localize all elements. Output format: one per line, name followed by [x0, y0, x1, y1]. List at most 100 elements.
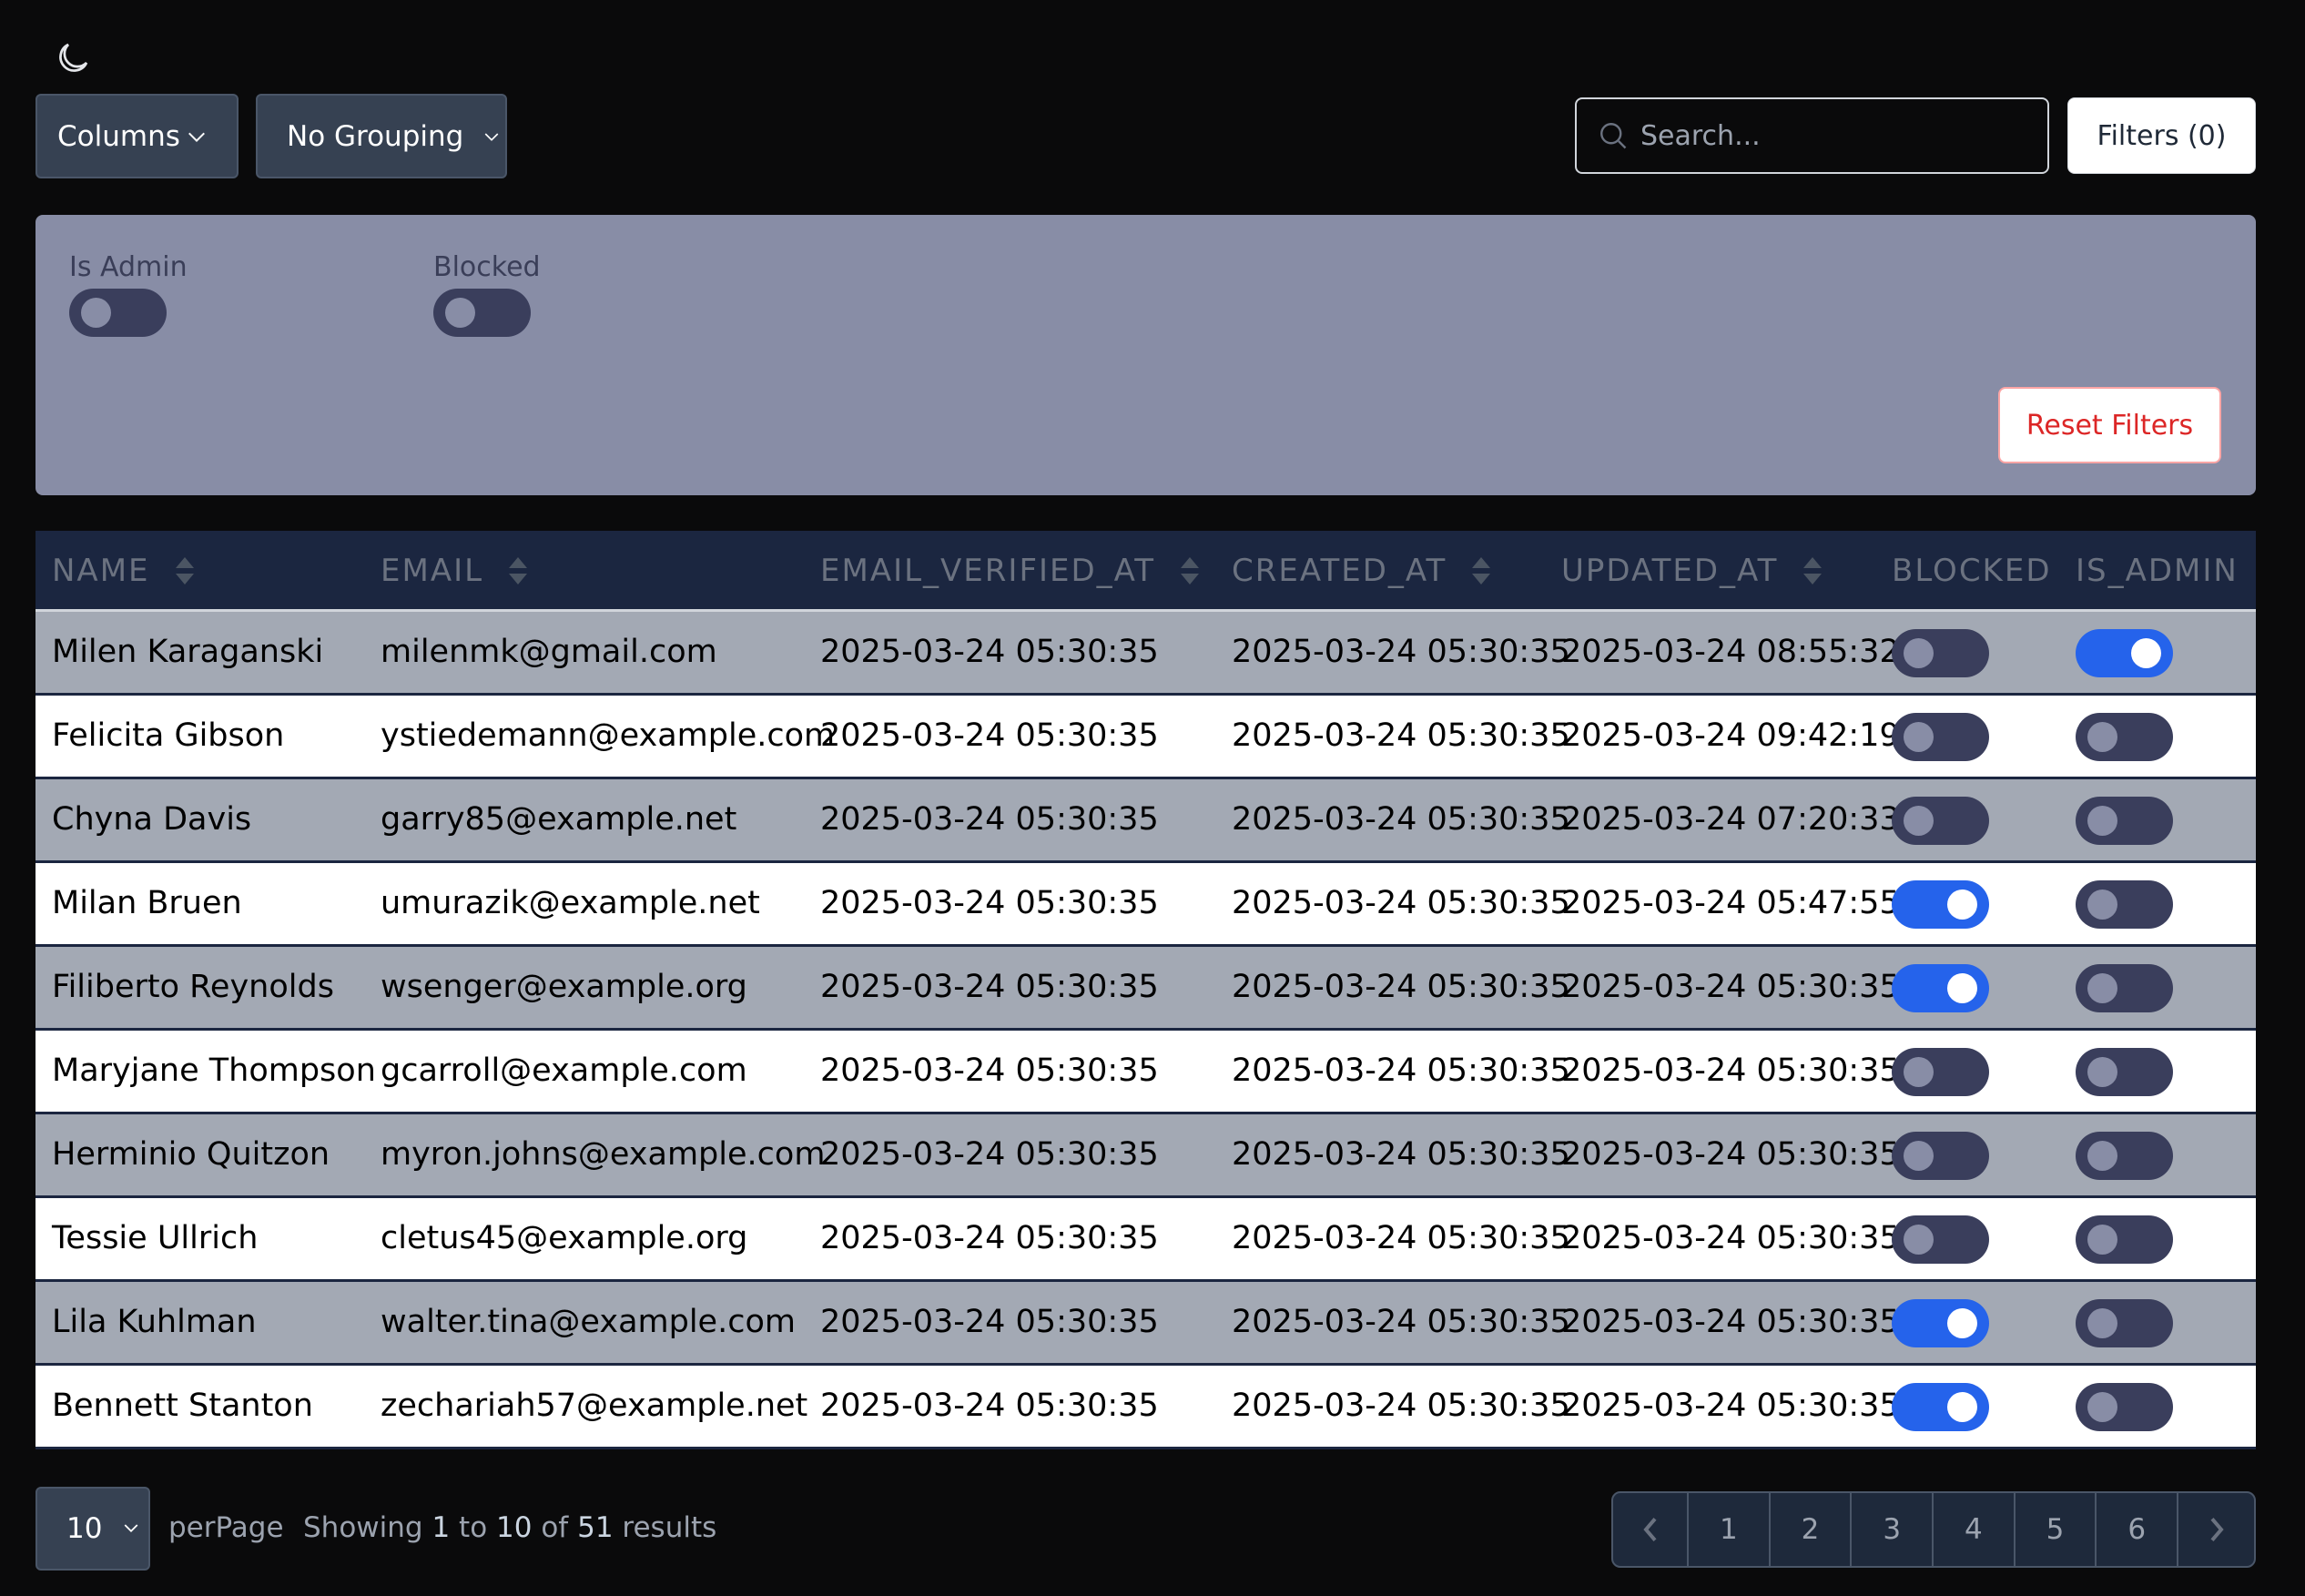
per-page-select[interactable]: 10 — [36, 1487, 150, 1571]
column-header-label: EMAIL_VERIFIED_AT — [820, 553, 1156, 589]
cell-verified: 2025-03-24 05:30:35 — [820, 634, 1159, 670]
sort-icon[interactable] — [175, 557, 194, 585]
page-button-2[interactable]: 2 — [1771, 1493, 1853, 1566]
blocked-toggle[interactable] — [1892, 964, 1989, 1012]
table-row[interactable]: Felicita Gibson ystiedemann@example.com 20… — [36, 696, 2256, 779]
filters-button[interactable]: Filters (0) — [2067, 97, 2256, 174]
blocked-toggle[interactable] — [1892, 713, 1989, 761]
is-admin-filter-label: Is Admin — [69, 251, 188, 283]
table-row[interactable]: Milan Bruen umurazik@example.net 2025-03-2… — [36, 863, 2256, 947]
columns-button[interactable]: Columns — [36, 94, 239, 178]
table-row[interactable]: Lila Kuhlman walter.tina@example.com 2025-… — [36, 1282, 2256, 1366]
table-row[interactable]: Bennett Stanton zechariah57@example.net 20… — [36, 1366, 2256, 1449]
cell-updated: 2025-03-24 05:30:35 — [1561, 1220, 1900, 1256]
toggle-knob — [2087, 1225, 2117, 1255]
column-header-created-at[interactable]: CREATED_AT — [1232, 553, 1491, 589]
cell-name: Herminio Quitzon — [52, 1136, 330, 1173]
chevron-down-icon — [484, 133, 499, 141]
grouping-select[interactable]: No Grouping — [256, 94, 507, 178]
is-admin-toggle[interactable] — [2076, 1383, 2173, 1431]
cell-created: 2025-03-24 05:30:35 — [1232, 634, 1570, 670]
is-admin-toggle[interactable] — [2076, 1048, 2173, 1096]
table-body: Milen Karaganski milenmk@gmail.com 2025-03… — [36, 612, 2256, 1449]
column-header-label: BLOCKED — [1892, 553, 2052, 589]
blocked-toggle[interactable] — [1892, 880, 1989, 929]
table-row[interactable]: Chyna Davis garry85@example.net 2025-03-24… — [36, 779, 2256, 863]
sort-icon[interactable] — [1472, 557, 1491, 585]
search-box[interactable] — [1575, 97, 2049, 174]
is-admin-toggle[interactable] — [2076, 797, 2173, 845]
page-button-5[interactable]: 5 — [2016, 1493, 2097, 1566]
toggle-knob — [1904, 638, 1934, 668]
column-header-name[interactable]: NAME — [52, 553, 194, 589]
cell-name: Milan Bruen — [52, 885, 242, 921]
blocked-filter-toggle[interactable] — [433, 289, 531, 337]
sort-icon[interactable] — [509, 557, 528, 585]
page-button-1[interactable]: 1 — [1689, 1493, 1771, 1566]
cell-created: 2025-03-24 05:30:35 — [1232, 1136, 1570, 1173]
column-header-email[interactable]: EMAIL — [381, 553, 528, 589]
search-input[interactable] — [1640, 119, 2023, 152]
cell-verified: 2025-03-24 05:30:35 — [820, 1388, 1159, 1424]
results-text: results — [622, 1511, 717, 1544]
column-header-label: NAME — [52, 553, 150, 589]
reset-filters-button[interactable]: Reset Filters — [1998, 387, 2221, 463]
blocked-toggle[interactable] — [1892, 1048, 1989, 1096]
is-admin-toggle[interactable] — [2076, 629, 2173, 677]
sort-icon[interactable] — [1803, 557, 1823, 585]
toggle-knob — [2087, 889, 2117, 920]
toggle-knob — [2087, 1057, 2117, 1087]
cell-name: Felicita Gibson — [52, 717, 285, 754]
toggle-knob — [1904, 1141, 1934, 1171]
blocked-toggle[interactable] — [1892, 797, 1989, 845]
column-header-label: EMAIL — [381, 553, 484, 589]
is-admin-toggle[interactable] — [2076, 713, 2173, 761]
is-admin-toggle[interactable] — [2076, 964, 2173, 1012]
column-header-updated-at[interactable]: UPDATED_AT — [1561, 553, 1823, 589]
table-row[interactable]: Filiberto Reynolds wsenger@example.org 202… — [36, 947, 2256, 1031]
blocked-toggle[interactable] — [1892, 1299, 1989, 1347]
is-admin-toggle[interactable] — [2076, 1132, 2173, 1180]
sort-icon[interactable] — [1181, 557, 1200, 585]
blocked-toggle[interactable] — [1892, 1383, 1989, 1431]
blocked-toggle[interactable] — [1892, 1215, 1989, 1264]
is-admin-toggle[interactable] — [2076, 880, 2173, 929]
prev-page-button[interactable] — [1613, 1493, 1689, 1566]
next-page-button[interactable] — [2178, 1493, 2254, 1566]
cell-updated: 2025-03-24 09:42:19 — [1561, 717, 1900, 754]
is-admin-toggle[interactable] — [2076, 1215, 2173, 1264]
cell-verified: 2025-03-24 05:30:35 — [820, 885, 1159, 921]
range-to: 10 — [496, 1511, 533, 1544]
table-row[interactable]: Milen Karaganski milenmk@gmail.com 2025-03… — [36, 612, 2256, 696]
cell-name: Chyna Davis — [52, 801, 252, 838]
cell-name: Bennett Stanton — [52, 1388, 313, 1424]
toggle-knob — [2087, 973, 2117, 1003]
chevron-down-icon — [124, 1524, 138, 1533]
page-button-6[interactable]: 6 — [2097, 1493, 2179, 1566]
blocked-toggle[interactable] — [1892, 629, 1989, 677]
page-button-3[interactable]: 3 — [1852, 1493, 1934, 1566]
cell-email: gcarroll@example.com — [381, 1052, 747, 1089]
cell-verified: 2025-03-24 05:30:35 — [820, 717, 1159, 754]
blocked-toggle[interactable] — [1892, 1132, 1989, 1180]
page-button-4[interactable]: 4 — [1934, 1493, 2016, 1566]
column-header-email-verified-at[interactable]: EMAIL_VERIFIED_AT — [820, 553, 1200, 589]
cell-name: Milen Karaganski — [52, 634, 324, 670]
cell-email: umurazik@example.net — [381, 885, 760, 921]
toggle-knob — [445, 298, 475, 328]
toggle-knob — [2087, 1308, 2117, 1338]
table-row[interactable]: Maryjane Thompson gcarroll@example.com 202… — [36, 1031, 2256, 1114]
cell-email: zechariah57@example.net — [381, 1388, 808, 1424]
cell-email: myron.johns@example.com — [381, 1136, 826, 1173]
chevron-right-icon — [2210, 1518, 2224, 1541]
is-admin-toggle[interactable] — [2076, 1299, 2173, 1347]
moon-icon[interactable] — [55, 40, 91, 76]
cell-updated: 2025-03-24 05:30:35 — [1561, 1052, 1900, 1089]
toggle-knob — [2087, 806, 2117, 836]
blocked-filter-label: Blocked — [433, 251, 541, 283]
table-row[interactable]: Tessie Ullrich cletus45@example.org 2025-0… — [36, 1198, 2256, 1282]
toggle-knob — [2131, 638, 2161, 668]
is-admin-filter-toggle[interactable] — [69, 289, 167, 337]
table-row[interactable]: Herminio Quitzon myron.johns@example.com 2… — [36, 1114, 2256, 1198]
